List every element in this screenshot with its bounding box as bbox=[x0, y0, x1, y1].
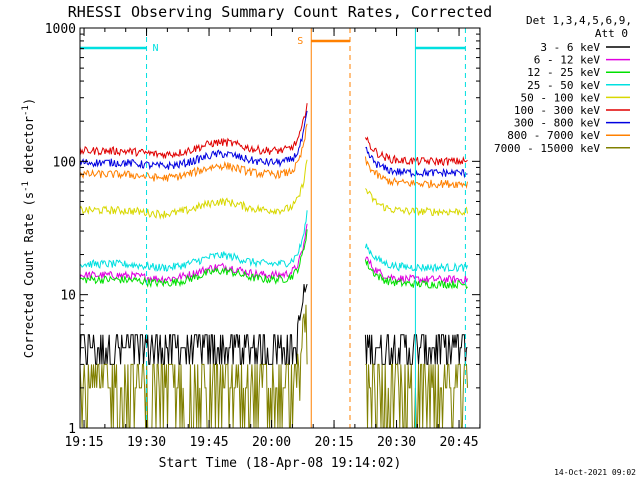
series-8 bbox=[79, 304, 468, 429]
series-7 bbox=[79, 123, 468, 190]
series-line-post bbox=[364, 334, 468, 365]
series-line-post bbox=[365, 188, 468, 217]
series-line-post bbox=[365, 146, 468, 179]
legend-label: 6 - 12 keV bbox=[534, 54, 601, 67]
legend-label: 300 - 800 keV bbox=[514, 117, 600, 130]
x-tick-label: 20:45 bbox=[439, 435, 478, 450]
series-2 bbox=[79, 229, 468, 290]
x-axis-label: Start Time (18-Apr-08 19:14:02) bbox=[159, 456, 402, 471]
x-tick-label: 20:15 bbox=[314, 435, 353, 450]
series-4 bbox=[79, 159, 468, 220]
y-axis-label: Corrected Count Rate (s-1 detector-1) bbox=[21, 98, 36, 358]
series-line-pre bbox=[79, 223, 308, 285]
x-tick-label: 19:15 bbox=[64, 435, 103, 450]
series-line-post bbox=[364, 259, 468, 290]
series-line-post bbox=[364, 256, 468, 285]
series-1 bbox=[79, 223, 468, 285]
legend-label: 12 - 25 keV bbox=[527, 66, 600, 79]
series-line-post bbox=[364, 156, 468, 190]
legend-label: 25 - 50 keV bbox=[527, 79, 600, 92]
legend-header-line2: Att 0 bbox=[595, 27, 628, 40]
legend-label: 7000 - 15000 keV bbox=[494, 142, 600, 155]
legend-label: 100 - 300 keV bbox=[514, 104, 600, 117]
series-line-pre bbox=[79, 103, 308, 160]
series-line-pre bbox=[79, 283, 308, 365]
y-tick-label: 10 bbox=[60, 289, 76, 304]
x-tick-label: 19:30 bbox=[127, 435, 166, 450]
plot-frame bbox=[79, 27, 481, 429]
chart-title: RHESSI Observing Summary Count Rates, Co… bbox=[68, 3, 492, 21]
data-layer bbox=[79, 103, 468, 429]
series-line-post bbox=[365, 363, 468, 429]
axes: 19:15 19:30 19:45 20:00 20:15 20:30 20:45 1 10 10… bbox=[45, 22, 481, 450]
y-tick-label: 1000 bbox=[45, 22, 76, 37]
legend-label: 50 - 100 keV bbox=[521, 91, 601, 104]
legend-label: 3 - 6 keV bbox=[540, 41, 600, 54]
series-line-post bbox=[364, 243, 468, 274]
x-tick-label: 20:00 bbox=[252, 435, 291, 450]
series-line-post bbox=[364, 136, 468, 167]
x-tick-label: 19:45 bbox=[189, 435, 228, 450]
y-tick-label: 1 bbox=[68, 422, 76, 437]
series-3 bbox=[79, 210, 468, 274]
footer-timestamp: 14-Oct-2021 09:02 bbox=[554, 468, 636, 477]
series-5 bbox=[79, 103, 468, 167]
legend-header-line1: Det 1,3,4,5,6,9, bbox=[526, 14, 632, 27]
series-0 bbox=[79, 283, 468, 365]
x-tick-label: 20:30 bbox=[377, 435, 416, 450]
series-line-pre bbox=[79, 210, 308, 272]
series-line-pre bbox=[79, 110, 308, 171]
legend-label: 800 - 7000 keV bbox=[507, 129, 600, 142]
series-line-pre bbox=[79, 159, 308, 220]
y-tick-label: 100 bbox=[53, 155, 76, 170]
series-line-pre bbox=[79, 304, 308, 429]
series-6 bbox=[79, 110, 468, 179]
n-flag-label: N bbox=[153, 43, 159, 54]
series-line-pre bbox=[79, 229, 308, 289]
series-line-pre bbox=[79, 123, 308, 182]
s-flag-label: S bbox=[297, 36, 303, 47]
